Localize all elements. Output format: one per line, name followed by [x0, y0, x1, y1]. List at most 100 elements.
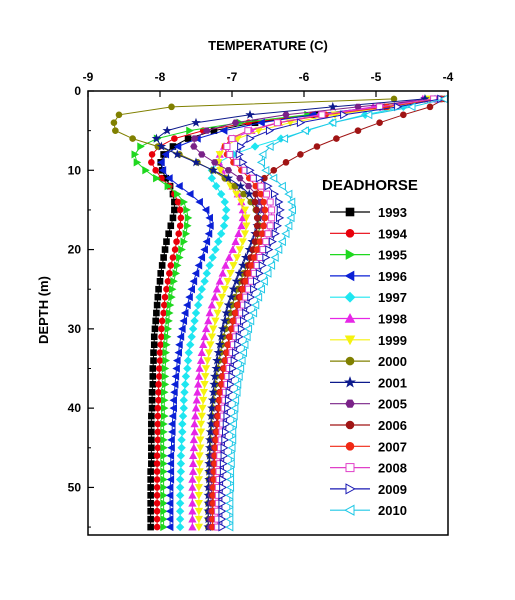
series-2000-point	[112, 127, 119, 134]
series-1999-point	[196, 428, 206, 437]
series-2009-point	[265, 126, 275, 136]
series-1994-point	[153, 492, 161, 499]
series-1999-point	[196, 420, 206, 429]
series-1998-point	[191, 411, 200, 420]
series-1993-point	[161, 246, 169, 253]
series-1997-point	[195, 292, 204, 302]
series-1996-point	[194, 261, 203, 270]
series-1997-point	[205, 261, 214, 270]
series-1993-point	[147, 523, 154, 531]
series-1997-point	[175, 522, 185, 532]
legend-item-1994-marker	[345, 229, 355, 238]
series-1999-point	[196, 444, 205, 453]
series-1996-point	[202, 237, 211, 246]
series-2009-point	[237, 324, 247, 334]
series-2007-point	[256, 238, 264, 245]
series-2001-point	[228, 284, 239, 294]
series-1996-point	[165, 522, 174, 532]
series-1999-point	[194, 492, 203, 500]
series-1997-point	[175, 507, 185, 516]
series-1998-point	[196, 356, 206, 364]
series-2009-point	[270, 189, 280, 199]
series-1995-point	[165, 316, 173, 326]
series-2009-point	[235, 332, 244, 342]
series-1995-point	[166, 308, 174, 318]
series-1997-point	[184, 348, 193, 357]
series-1994-point	[167, 262, 175, 269]
y-tick-label: 40	[68, 401, 82, 415]
series-1996-point	[170, 388, 178, 397]
series-1993-point	[163, 238, 170, 245]
series-1999-point	[226, 270, 235, 278]
series-1993-point	[149, 373, 157, 380]
legend-item-1994: 1994	[330, 226, 408, 241]
series-1998-point	[189, 459, 198, 467]
series-2010-point	[284, 189, 293, 199]
series-1998-point	[188, 475, 197, 483]
series-1998-point	[188, 483, 197, 491]
series-1995-point	[163, 340, 171, 349]
series-2008-point	[266, 222, 274, 230]
series-1996-point	[170, 380, 179, 389]
series-2009-point	[252, 276, 262, 286]
series-1995-point	[160, 419, 168, 429]
series-2001-point	[208, 165, 218, 175]
series-1998-point	[188, 506, 197, 515]
data-series	[110, 93, 448, 532]
series-2007-point	[234, 301, 242, 309]
series-1997-point	[202, 269, 211, 278]
series-1997-point	[176, 467, 186, 476]
series-2010-point	[253, 292, 263, 302]
series-1997-point	[191, 308, 201, 318]
series-2001-point	[226, 292, 236, 302]
y-tick-label: 30	[68, 322, 82, 336]
series-2010-point	[407, 102, 416, 112]
series-1994-point	[155, 396, 162, 404]
series-1996-point	[161, 150, 170, 159]
series-1994-point	[171, 135, 178, 142]
series-1996-point	[158, 166, 167, 175]
series-1995-point	[186, 126, 194, 135]
series-1993-point	[160, 254, 167, 261]
series-1997-point	[220, 197, 229, 207]
series-2010-point	[265, 142, 274, 151]
series-1996-point	[186, 189, 194, 199]
series-1993-point	[150, 357, 157, 364]
series-1993-point	[155, 285, 162, 293]
x-tick-label: -7	[227, 70, 238, 84]
series-1998-point	[228, 245, 237, 253]
series-1996-point	[165, 483, 174, 492]
series-1998-point	[234, 229, 243, 238]
series-2010-point	[225, 482, 235, 492]
series-2010-point	[225, 475, 235, 484]
series-2009-point	[255, 173, 265, 183]
legend-item-2007-label: 2007	[378, 439, 407, 454]
series-2006-point	[333, 135, 340, 142]
series-1994-point	[175, 230, 183, 238]
legend-item-2000-label: 2000	[378, 354, 407, 369]
series-1993-point	[147, 507, 154, 515]
series-2010-point	[238, 348, 248, 358]
series-2007-point	[248, 262, 255, 269]
series-2009-point	[242, 308, 251, 318]
series-1998-point	[207, 300, 216, 309]
series-2009-point	[219, 467, 229, 477]
series-1993-point	[147, 515, 154, 523]
series-1999-point	[194, 515, 203, 524]
series-1995-point	[160, 515, 168, 524]
series-1996-point	[174, 348, 183, 357]
series-1995-point	[160, 467, 168, 476]
series-1997-point	[181, 380, 190, 389]
series-1994-point	[155, 365, 163, 372]
series-2010-point	[300, 126, 309, 136]
series-1997-point	[217, 189, 226, 199]
series-2010-point	[284, 221, 293, 231]
series-1995-point	[160, 451, 168, 460]
series-1998-point	[231, 237, 240, 245]
series-1998-point	[189, 443, 198, 452]
series-2006-point	[282, 159, 290, 166]
series-2008-point	[318, 111, 326, 119]
series-1999-point	[235, 246, 245, 254]
series-1995-point	[142, 166, 150, 175]
series-2010-point	[243, 324, 253, 334]
